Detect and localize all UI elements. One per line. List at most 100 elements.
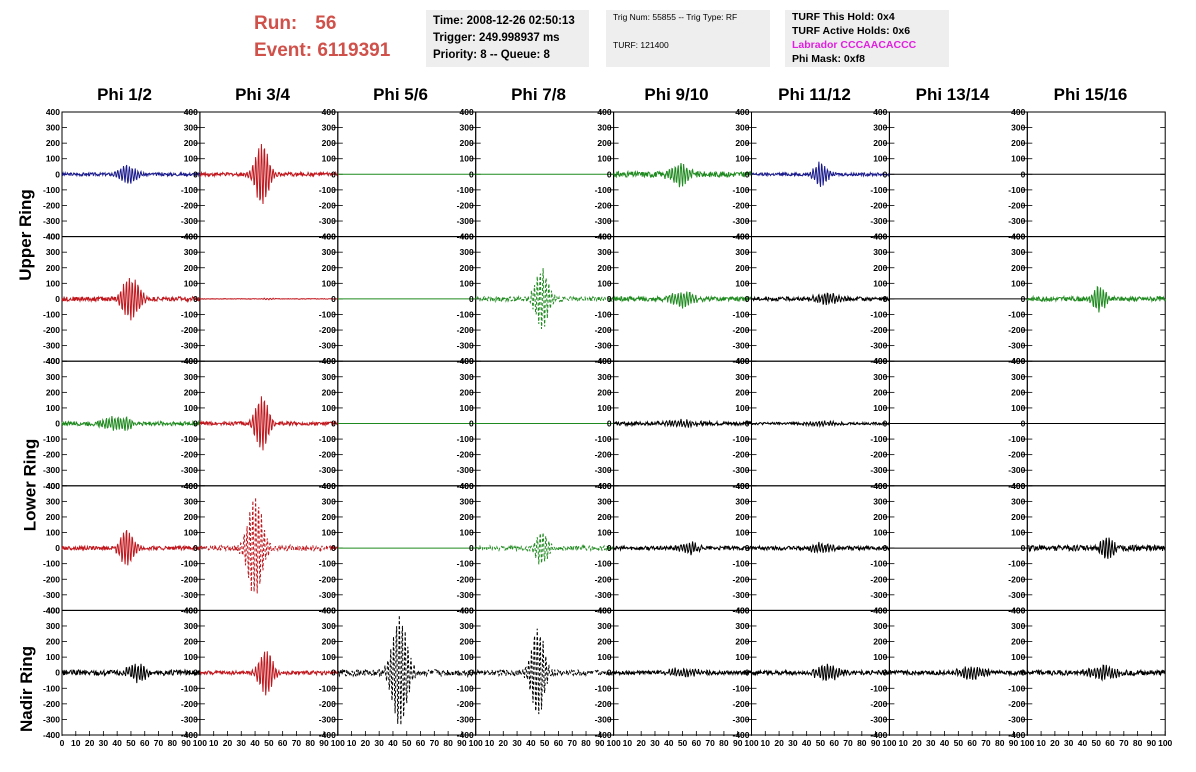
waveform-trace <box>751 541 890 554</box>
y-tick-label: -300 <box>870 216 887 226</box>
x-tick-label: 20 <box>361 738 371 748</box>
y-tick-label: 400 <box>597 107 611 117</box>
panel-frame <box>475 236 615 362</box>
event-line: Event: 6119391 <box>254 37 390 64</box>
y-tick-label: 400 <box>184 107 198 117</box>
y-tick-label: 400 <box>322 605 336 615</box>
y-tick-label: 400 <box>735 356 749 366</box>
y-tick-label: 0 <box>331 419 336 429</box>
y-tick-label: 0 <box>193 543 198 553</box>
y-tick-label: -100 <box>1008 185 1025 195</box>
y-tick-label: 200 <box>184 263 198 273</box>
y-tick-label: 200 <box>1011 512 1025 522</box>
phi-header-5: Phi 9/10 <box>644 85 709 104</box>
x-tick-label: 70 <box>430 738 440 748</box>
x-tick-label: 80 <box>305 738 315 748</box>
phi-header-row: Phi 1/2 Phi 3/4 Phi 5/6 Phi 7/8 Phi 9/10… <box>0 85 1196 111</box>
x-tick-label: 90 <box>871 738 881 748</box>
y-tick-label: 300 <box>322 247 336 257</box>
x-tick-label: 50 <box>264 738 274 748</box>
y-tick-label: -200 <box>43 574 60 584</box>
y-tick-label: 200 <box>873 512 887 522</box>
y-tick-label: -200 <box>595 325 612 335</box>
y-tick-label: 200 <box>597 512 611 522</box>
y-tick-label: 300 <box>460 496 474 506</box>
y-tick-label: 400 <box>322 107 336 117</box>
x-tick-label: 100 <box>744 738 758 748</box>
y-tick-label: -100 <box>457 434 474 444</box>
y-tick-label: 300 <box>735 372 749 382</box>
x-tick-label: 100 <box>1158 738 1172 748</box>
y-tick-label: -200 <box>1008 574 1025 584</box>
y-tick-label: 100 <box>46 403 60 413</box>
phi-header-6: Phi 11/12 <box>778 85 851 104</box>
y-tick-label: -400 <box>457 730 474 740</box>
x-tick-label: 10 <box>71 738 81 748</box>
waveform-trace <box>337 615 477 725</box>
y-tick-label: -300 <box>1008 341 1025 351</box>
x-tick-label: 20 <box>774 738 784 748</box>
y-tick-label: 300 <box>46 496 60 506</box>
y-tick-label: 100 <box>735 278 749 288</box>
x-tick-label: 60 <box>554 738 564 748</box>
y-tick-label: 400 <box>46 605 60 615</box>
y-tick-label: 200 <box>46 138 60 148</box>
waveform-trace <box>475 628 614 715</box>
waveform-trace <box>61 164 201 184</box>
y-tick-label: -100 <box>43 559 60 569</box>
y-tick-label: 400 <box>184 481 198 491</box>
turf-info-box: TURF This Hold: 0x4 TURF Active Holds: 0… <box>785 10 949 67</box>
y-tick-label: 300 <box>322 496 336 506</box>
waveform-trace <box>61 277 201 321</box>
y-tick-label: 400 <box>460 107 474 117</box>
y-tick-label: -200 <box>319 574 336 584</box>
y-tick-label: 100 <box>597 403 611 413</box>
y-tick-label: -200 <box>181 325 198 335</box>
x-tick-label: 60 <box>967 738 977 748</box>
y-tick-label: -200 <box>732 699 749 709</box>
x-tick-label: 80 <box>581 738 591 748</box>
phi-header-1: Phi 1/2 <box>97 85 152 104</box>
x-tick-label: 30 <box>512 738 522 748</box>
y-tick-label: -300 <box>595 714 612 724</box>
y-tick-label: 100 <box>184 528 198 538</box>
x-tick-label: 40 <box>940 738 950 748</box>
y-tick-label: -100 <box>319 559 336 569</box>
x-tick-label: 80 <box>995 738 1005 748</box>
x-tick-label: 40 <box>526 738 536 748</box>
waveform-trace <box>1026 664 1166 682</box>
x-tick-label: 60 <box>278 738 288 748</box>
y-tick-label: -100 <box>1008 559 1025 569</box>
waveform-trace <box>613 418 752 429</box>
y-tick-label: 200 <box>735 387 749 397</box>
y-tick-label: 200 <box>873 637 887 647</box>
turf-active-holds: TURF Active Holds: 0x6 <box>792 25 911 37</box>
y-tick-label: 0 <box>745 543 750 553</box>
waveform-trace <box>61 663 201 684</box>
x-tick-label: 100 <box>193 738 207 748</box>
y-tick-label: 300 <box>1011 247 1025 257</box>
y-tick-label: 0 <box>469 668 474 678</box>
y-tick-label: 200 <box>322 263 336 273</box>
y-tick-label: 300 <box>322 372 336 382</box>
y-tick-label: -100 <box>870 185 887 195</box>
x-tick-label: 0 <box>60 738 65 748</box>
y-tick-label: -200 <box>732 450 749 460</box>
y-tick-label: 400 <box>597 605 611 615</box>
y-tick-label: 200 <box>597 263 611 273</box>
x-tick-label: 70 <box>843 738 853 748</box>
y-tick-label: 300 <box>735 496 749 506</box>
waveform-trace <box>613 667 752 678</box>
y-tick-label: 0 <box>607 543 612 553</box>
x-tick-label: 10 <box>209 738 219 748</box>
y-tick-label: 300 <box>735 247 749 257</box>
y-tick-label: 0 <box>883 668 888 678</box>
x-tick-label: 60 <box>1105 738 1115 748</box>
y-tick-label: 0 <box>883 294 888 304</box>
y-tick-label: -100 <box>181 559 198 569</box>
y-tick-label: 0 <box>193 419 198 429</box>
x-tick-label: 30 <box>926 738 936 748</box>
y-tick-label: -300 <box>870 341 887 351</box>
y-tick-label: -200 <box>43 450 60 460</box>
waveform-trace <box>199 396 339 451</box>
